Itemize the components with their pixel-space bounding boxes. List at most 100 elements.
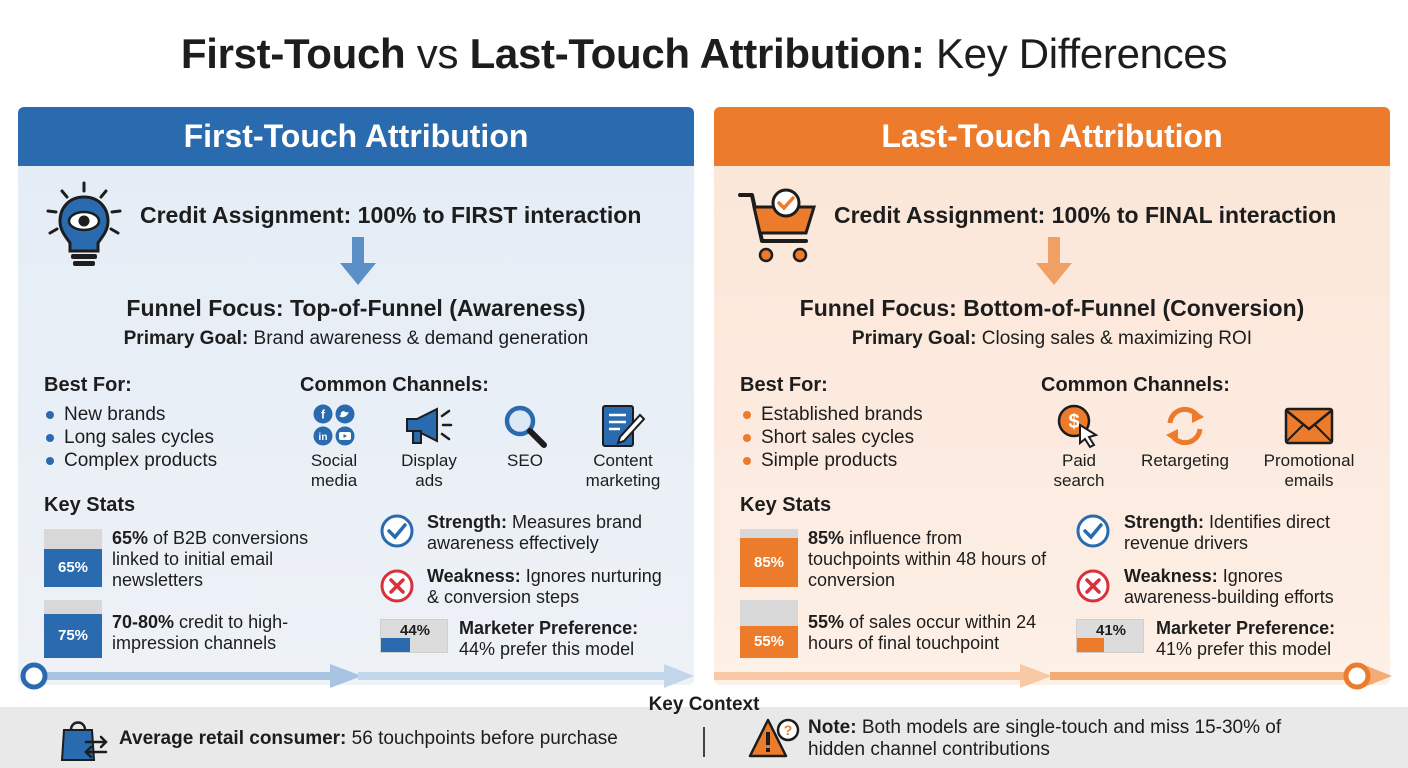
preference-label: Marketer Preference:	[1156, 618, 1336, 638]
shopping-bag-transfer-icon	[60, 721, 108, 761]
first-touch-panel: First-Touch Attribution Credit Assignmen…	[18, 107, 694, 685]
cross-circle-icon	[1076, 569, 1110, 603]
first-weakness: Weakness: Ignores nurturing & conversion…	[427, 566, 677, 608]
last-stat-1: 85% influence from touchpoints within 48…	[808, 528, 1048, 591]
first-best-for-item: Long sales cycles	[46, 427, 214, 449]
context-average-consumer: Average retail consumer: 56 touchpoints …	[119, 728, 618, 750]
last-goal-label: Primary Goal:	[851, 328, 977, 349]
title-first-touch: First-Touch	[180, 30, 406, 77]
context-right-label: Note:	[808, 717, 857, 738]
stat-text: of B2B conversions linked to initial ema…	[112, 528, 309, 590]
stat-badge: 85%	[753, 554, 785, 571]
stat-bold: 55%	[808, 612, 845, 632]
stat-bar-fill: 75%	[44, 614, 102, 658]
last-best-for-heading: Best For:	[740, 374, 828, 396]
stat-bold: 70-80%	[112, 612, 175, 632]
context-note: Note: Both models are single-touch and m…	[808, 717, 1328, 761]
bullet-dot-icon	[46, 434, 54, 442]
channel-line: ads	[415, 471, 443, 490]
svg-text:in: in	[319, 432, 328, 443]
refresh-arrows-icon	[1166, 406, 1204, 446]
best-for-text: Complex products	[64, 450, 218, 471]
last-funnel-focus: Funnel Focus: Bottom-of-Funnel (Conversi…	[799, 295, 1305, 321]
megaphone-icon	[406, 407, 453, 444]
best-for-text: Established brands	[761, 404, 923, 425]
first-key-stats-heading: Key Stats	[44, 494, 136, 516]
cross-circle-icon	[380, 569, 414, 603]
channel-label-display-ads: Display ads	[389, 451, 469, 491]
key-context-heading: Key Context	[648, 694, 760, 715]
stat-bar: 85%	[740, 529, 798, 587]
weakness-text: Ignores awareness-building efforts	[1124, 566, 1334, 607]
last-key-stats-heading: Key Stats	[740, 494, 832, 516]
first-funnel-focus: Funnel Focus: Top-of-Funnel (Awareness)	[126, 295, 586, 321]
bullet-dot-icon	[46, 411, 54, 419]
bullet-dot-icon	[743, 457, 751, 465]
channel-line: marketing	[585, 471, 661, 490]
stat-bold: 85%	[808, 528, 845, 548]
last-stat-2: 55% of sales occur within 24 hours of fi…	[808, 612, 1048, 654]
preference-percent: 44%	[399, 622, 431, 639]
preference-gauge: 41%	[1076, 619, 1144, 653]
stat-bar: 75%	[44, 600, 102, 658]
channel-line: Promotional	[1263, 451, 1355, 470]
last-primary-goal: Primary Goal: Closing sales & maximizing…	[714, 328, 1390, 350]
strength-text: Identifies direct revenue drivers	[1124, 512, 1331, 553]
best-for-text: Simple products	[761, 450, 898, 471]
channel-label-promotional-emails: Promotional emails	[1254, 451, 1364, 491]
stat-badge: 65%	[57, 559, 89, 576]
preference-percent: 41%	[1095, 622, 1127, 639]
first-best-for-heading: Best For:	[44, 374, 132, 396]
first-best-for-item: Complex products	[46, 450, 217, 472]
social-media-icon: f in	[313, 404, 355, 446]
first-credit-assignment: Credit Assignment: 100% to FIRST interac…	[140, 202, 642, 228]
stat-text: influence from touchpoints within 48 hou…	[808, 528, 1047, 590]
best-for-text: New brands	[64, 404, 166, 425]
stat-bar-fill: 65%	[44, 549, 102, 587]
title-vs: vs	[416, 30, 459, 77]
svg-text:?: ?	[784, 722, 793, 738]
stat-badge: 55%	[753, 633, 785, 650]
preference-text: 41% prefer this model	[1156, 639, 1332, 659]
context-divider	[703, 727, 705, 757]
bullet-dot-icon	[46, 457, 54, 465]
channel-line: Display	[401, 451, 457, 470]
first-primary-goal: Primary Goal: Brand awareness & demand g…	[18, 328, 694, 350]
last-strength: Strength: Identifies direct revenue driv…	[1124, 512, 1374, 554]
last-weakness: Weakness: Ignores awareness-building eff…	[1124, 566, 1374, 608]
channel-line: Social	[310, 451, 358, 470]
bullet-dot-icon	[743, 411, 751, 419]
channel-line: media	[310, 471, 358, 490]
svg-text:$: $	[1068, 411, 1079, 433]
magnifier-icon	[504, 405, 547, 448]
context-left-label: Average retail consumer:	[119, 728, 347, 749]
channel-line: emails	[1284, 471, 1334, 490]
first-marketer-preference: Marketer Preference: 44% prefer this mode…	[459, 618, 689, 660]
document-pen-icon	[602, 405, 646, 447]
last-best-for-item: Simple products	[743, 450, 897, 472]
stat-bar: 65%	[44, 529, 102, 587]
warning-question-icon: ?	[748, 718, 800, 758]
channel-label-retargeting: Retargeting	[1141, 451, 1229, 470]
check-circle-icon	[1076, 514, 1110, 548]
first-best-for-item: New brands	[46, 404, 165, 426]
first-strength: Strength: Measures brand awareness effec…	[427, 512, 677, 554]
title-key-differences: Key Differences	[935, 30, 1228, 77]
preference-text: 44% prefer this model	[459, 639, 635, 659]
first-goal-text: Brand awareness & demand generation	[253, 328, 589, 349]
channel-label-social-media: Social media	[294, 451, 374, 491]
first-channels-heading: Common Channels:	[300, 374, 489, 396]
last-goal-text: Closing sales & maximizing ROI	[981, 328, 1253, 349]
dollar-cursor-icon: $	[1057, 404, 1099, 449]
last-best-for-item: Established brands	[743, 404, 923, 426]
last-marketer-preference: Marketer Preference: 41% prefer this mode…	[1156, 618, 1386, 660]
stat-text: of sales occur within 24 hours of final …	[808, 612, 1037, 653]
weakness-label: Weakness:	[427, 566, 521, 586]
context-right-text: Both models are single-touch and miss 15…	[808, 717, 1282, 760]
title-last-touch: Last-Touch Attribution:	[469, 30, 925, 77]
stat-bar-fill: 85%	[740, 538, 798, 587]
last-credit-assignment: Credit Assignment: 100% to FINAL interac…	[834, 202, 1337, 228]
channel-label-content-marketing: Content marketing	[583, 451, 663, 491]
first-stat-1: 65% of B2B conversions linked to initial…	[112, 528, 342, 591]
bullet-dot-icon	[743, 434, 751, 442]
